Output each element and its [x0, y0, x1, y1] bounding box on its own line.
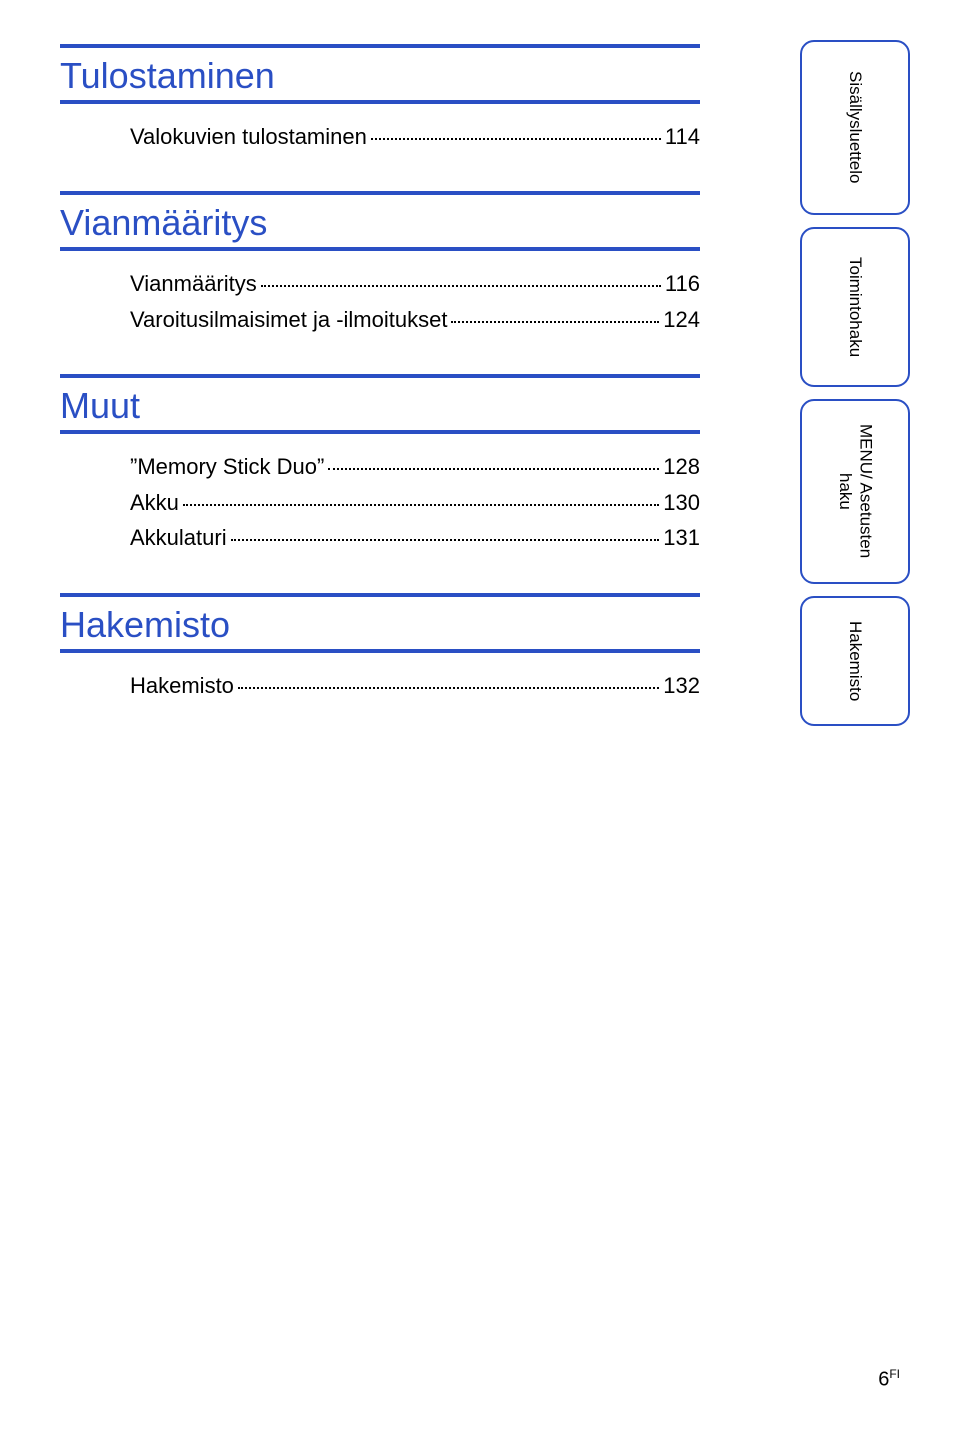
toc-leader: [261, 285, 661, 287]
section-rule: [60, 430, 700, 434]
page-suffix: FI: [889, 1367, 900, 1381]
toc-page: 130: [663, 488, 700, 518]
section-rule: [60, 374, 700, 378]
section-heading-hakemisto: Hakemisto: [60, 605, 700, 645]
section-rule: [60, 44, 700, 48]
toc-page: 116: [665, 269, 700, 299]
toc-row[interactable]: Valokuvien tulostaminen 114: [130, 122, 700, 152]
toc-label: Vianmääritys: [130, 269, 257, 299]
toc-leader: [238, 687, 659, 689]
tab-label: Sisällysluettelo: [845, 71, 865, 183]
toc-page: 128: [663, 452, 700, 482]
toc-row[interactable]: Vianmääritys 116: [130, 269, 700, 299]
toc-label: Akkulaturi: [130, 523, 227, 553]
toc-page: 132: [663, 671, 700, 701]
toc-label: Hakemisto: [130, 671, 234, 701]
page: Tulostaminen Valokuvien tulostaminen 114…: [0, 0, 960, 1432]
side-tabs: Sisällysluettelo Toimintohaku MENU/ Aset…: [800, 40, 910, 738]
toc-label: Akku: [130, 488, 179, 518]
section-heading-tulostaminen: Tulostaminen: [60, 56, 700, 96]
toc-row[interactable]: Akkulaturi 131: [130, 523, 700, 553]
toc-leader: [231, 539, 660, 541]
toc-content: Tulostaminen Valokuvien tulostaminen 114…: [60, 44, 700, 700]
section-heading-vianmaaritys: Vianmääritys: [60, 203, 700, 243]
tab-menu-asetusten-haku[interactable]: MENU/ Asetusten haku: [800, 399, 910, 584]
toc-row[interactable]: Varoitusilmaisimet ja -ilmoitukset 124: [130, 305, 700, 335]
tab-label: Toimintohaku: [845, 257, 865, 357]
toc-label: Valokuvien tulostaminen: [130, 122, 367, 152]
tab-sisallysluettelo[interactable]: Sisällysluettelo: [800, 40, 910, 215]
entries-vianmaaritys: Vianmääritys 116 Varoitusilmaisimet ja -…: [130, 269, 700, 334]
entries-hakemisto: Hakemisto 132: [130, 671, 700, 701]
tab-label: Hakemisto: [845, 621, 865, 701]
toc-row[interactable]: Hakemisto 132: [130, 671, 700, 701]
footer-page-number: 6FI: [878, 1367, 900, 1392]
toc-leader: [183, 504, 659, 506]
section-rule: [60, 247, 700, 251]
toc-leader: [371, 138, 661, 140]
toc-leader: [328, 468, 659, 470]
toc-page: 131: [663, 523, 700, 553]
tab-toimintohaku[interactable]: Toimintohaku: [800, 227, 910, 387]
toc-row[interactable]: ”Memory Stick Duo” 128: [130, 452, 700, 482]
tab-label: MENU/ Asetusten haku: [835, 411, 876, 572]
toc-row[interactable]: Akku 130: [130, 488, 700, 518]
section-rule: [60, 593, 700, 597]
section-heading-muut: Muut: [60, 386, 700, 426]
page-number: 6: [878, 1369, 889, 1391]
toc-page: 124: [663, 305, 700, 335]
section-rule: [60, 649, 700, 653]
section-rule: [60, 191, 700, 195]
toc-label: ”Memory Stick Duo”: [130, 452, 324, 482]
entries-tulostaminen: Valokuvien tulostaminen 114: [130, 122, 700, 152]
toc-page: 114: [665, 122, 700, 152]
toc-label: Varoitusilmaisimet ja -ilmoitukset: [130, 305, 447, 335]
tab-hakemisto[interactable]: Hakemisto: [800, 596, 910, 726]
section-rule: [60, 100, 700, 104]
entries-muut: ”Memory Stick Duo” 128 Akku 130 Akkulatu…: [130, 452, 700, 553]
toc-leader: [451, 321, 659, 323]
